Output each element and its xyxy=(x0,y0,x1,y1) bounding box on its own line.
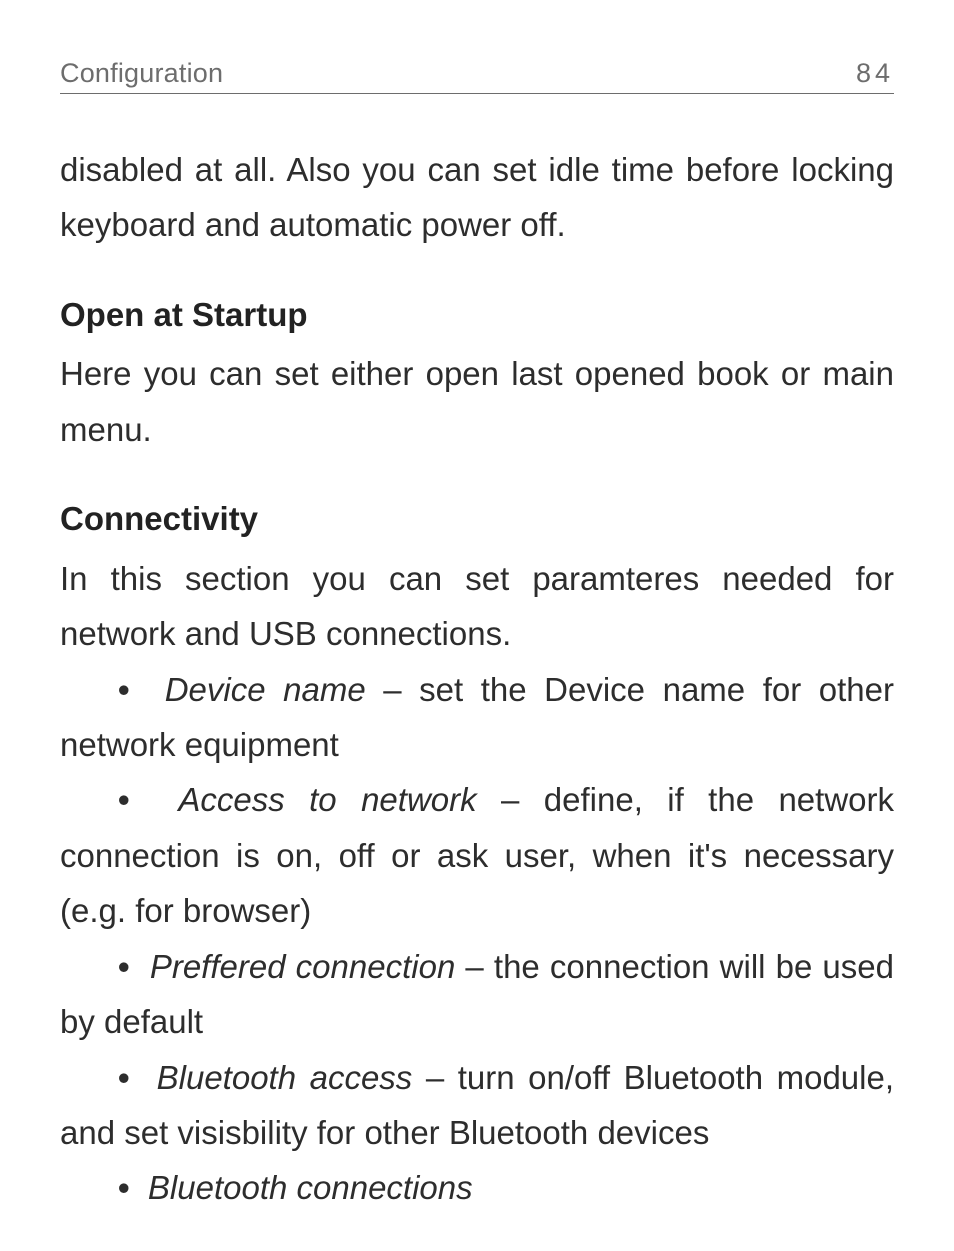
bullet-dot-icon: • xyxy=(118,671,165,708)
para-open-at-startup: Here you can set either open last opened… xyxy=(60,346,894,457)
running-header: Configuration 84 xyxy=(60,58,894,94)
bullet-dot-icon: • xyxy=(118,781,178,818)
term-bluetooth-access: Bluetooth access xyxy=(157,1059,413,1096)
bullet-dot-icon: • xyxy=(118,948,150,985)
term-bluetooth-connections: Bluetooth connections xyxy=(148,1169,473,1206)
bullet-preferred-connection: • Preffered connection – the connection … xyxy=(60,939,894,1050)
intro-continuation-paragraph: disabled at all. Also you can set idle t… xyxy=(60,142,894,253)
bullet-access-to-network: • Access to network – define, if the net… xyxy=(60,772,894,938)
header-page-number: 84 xyxy=(856,58,894,89)
term-device-name: Device name xyxy=(165,671,366,708)
header-section-title: Configuration xyxy=(60,58,223,89)
body: disabled at all. Also you can set idle t… xyxy=(60,142,894,1216)
term-preferred-connection: Preffered connection xyxy=(150,948,455,985)
section-connectivity: Connectivity In this section you can set… xyxy=(60,491,894,1216)
section-open-at-startup: Open at Startup Here you can set either … xyxy=(60,287,894,457)
heading-open-at-startup: Open at Startup xyxy=(60,287,894,342)
bullet-dot-icon: • xyxy=(118,1169,148,1206)
para-connectivity-intro: In this section you can set paramteres n… xyxy=(60,551,894,662)
term-access-to-network: Access to network xyxy=(178,781,476,818)
heading-connectivity: Connectivity xyxy=(60,491,894,546)
document-page: Configuration 84 disabled at all. Also y… xyxy=(0,0,954,1251)
bullet-bluetooth-access: • Bluetooth access – turn on/off Bluetoo… xyxy=(60,1050,894,1161)
bullet-device-name: • Device name – set the Device name for … xyxy=(60,662,894,773)
bullet-bluetooth-connections: • Bluetooth connections xyxy=(60,1160,894,1215)
bullet-dot-icon: • xyxy=(118,1059,157,1096)
